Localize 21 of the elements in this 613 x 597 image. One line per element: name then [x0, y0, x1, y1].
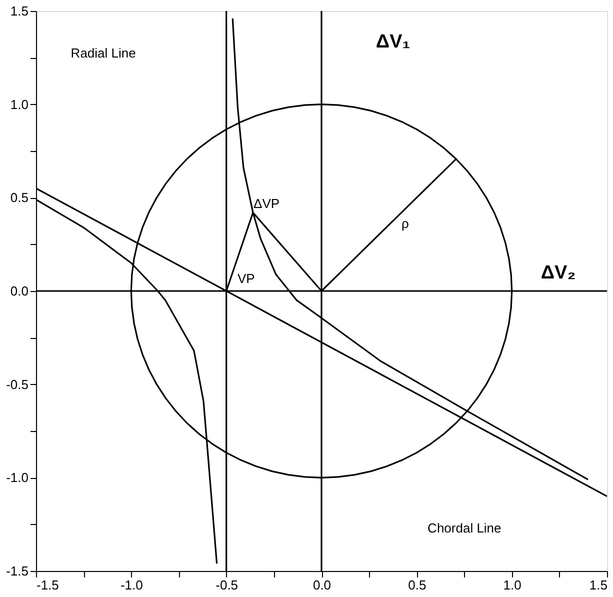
- y-tick-label: -1.5: [6, 564, 28, 578]
- annotation: VP: [237, 270, 255, 286]
- y-tick-label: -1.0: [6, 470, 28, 486]
- x-tick-label: -1.0: [120, 578, 143, 592]
- annotation: Radial Line: [70, 46, 136, 61]
- y-tick-label: 1.5: [10, 4, 28, 18]
- x-tick-label: 0.0: [312, 578, 332, 592]
- y-tick-label: 0.5: [10, 190, 28, 206]
- annotation: ΔV₂: [540, 262, 576, 284]
- annotation: Chordal Line: [428, 520, 502, 536]
- x-tick-label: -0.5: [216, 578, 238, 592]
- annotation: ΔV₁: [376, 31, 410, 52]
- annotation: ΔVP: [254, 196, 280, 211]
- x-tick-label: -1.5: [36, 578, 59, 592]
- y-tick-label: 0.0: [10, 284, 28, 298]
- x-tick-label: 1.5: [589, 578, 608, 592]
- x-tick-label: 0.5: [408, 578, 426, 592]
- x-tick-label: 1.0: [503, 578, 522, 592]
- y-tick-label: -0.5: [6, 376, 28, 392]
- y-tick-label: 1.0: [10, 96, 28, 112]
- annotation: ρ: [402, 216, 409, 232]
